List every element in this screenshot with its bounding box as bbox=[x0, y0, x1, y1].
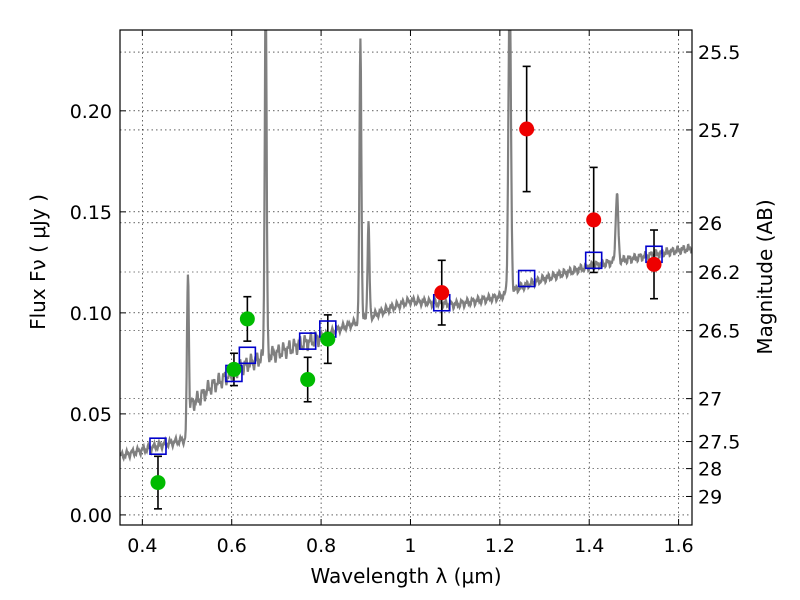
errorbar-layer bbox=[153, 65, 659, 510]
mag-tick-label: 27.5 bbox=[698, 432, 740, 454]
right-axis-label: Magnitude (AB) bbox=[753, 199, 777, 354]
x-tick-label: 1 bbox=[404, 535, 416, 557]
grid-lines bbox=[120, 30, 692, 525]
model-square bbox=[517, 269, 536, 288]
y-axis-label: Flux Fν ( μJy ) bbox=[26, 194, 50, 330]
mag-tick-label: 28 bbox=[698, 459, 722, 481]
data-point bbox=[239, 311, 255, 327]
model-square bbox=[149, 437, 167, 456]
model-square bbox=[238, 346, 257, 365]
mag-tick-label: 26.5 bbox=[698, 321, 740, 343]
x-tick-label: 0.8 bbox=[306, 535, 336, 557]
data-point bbox=[226, 361, 242, 377]
y-tick-label: 0.00 bbox=[70, 505, 112, 527]
data-point bbox=[320, 331, 336, 347]
y-tick-label: 0.15 bbox=[70, 202, 112, 224]
y-tick-label: 0.05 bbox=[70, 404, 112, 426]
marker-layer bbox=[149, 121, 663, 491]
data-point bbox=[586, 212, 602, 228]
x-axis-label: Wavelength λ (μm) bbox=[310, 564, 501, 588]
model-square bbox=[298, 332, 317, 350]
mag-tick-label: 25.7 bbox=[698, 120, 740, 142]
y-tick-label: 0.10 bbox=[70, 303, 112, 325]
mag-tick-label: 26.2 bbox=[698, 262, 740, 284]
spectrum-layer bbox=[120, 30, 692, 462]
mag-tick-label: 26 bbox=[698, 213, 722, 235]
model-square bbox=[584, 251, 603, 270]
plot-frame bbox=[119, 29, 693, 526]
mag-tick-label: 27 bbox=[698, 389, 722, 411]
data-point bbox=[150, 475, 166, 491]
x-tick-label: 1.2 bbox=[485, 535, 515, 557]
axis-ticks: 0.4 0.6 0.8 1 1.2 1.4 1.6 0.00 0.05 0.10 0.15 0.20 2… bbox=[70, 30, 740, 557]
x-tick-label: 1.4 bbox=[574, 535, 604, 557]
data-point bbox=[519, 121, 535, 137]
data-point bbox=[300, 372, 316, 388]
x-tick-label: 0.6 bbox=[217, 535, 247, 557]
data-point bbox=[646, 256, 662, 272]
data-point bbox=[434, 285, 450, 301]
x-tick-label: 0.4 bbox=[127, 535, 157, 557]
mag-tick-label: 25.5 bbox=[698, 42, 740, 64]
y-tick-label: 0.20 bbox=[70, 101, 112, 123]
spectrum-line bbox=[120, 30, 692, 462]
mag-tick-label: 29 bbox=[698, 486, 722, 508]
x-tick-label: 1.6 bbox=[663, 535, 693, 557]
